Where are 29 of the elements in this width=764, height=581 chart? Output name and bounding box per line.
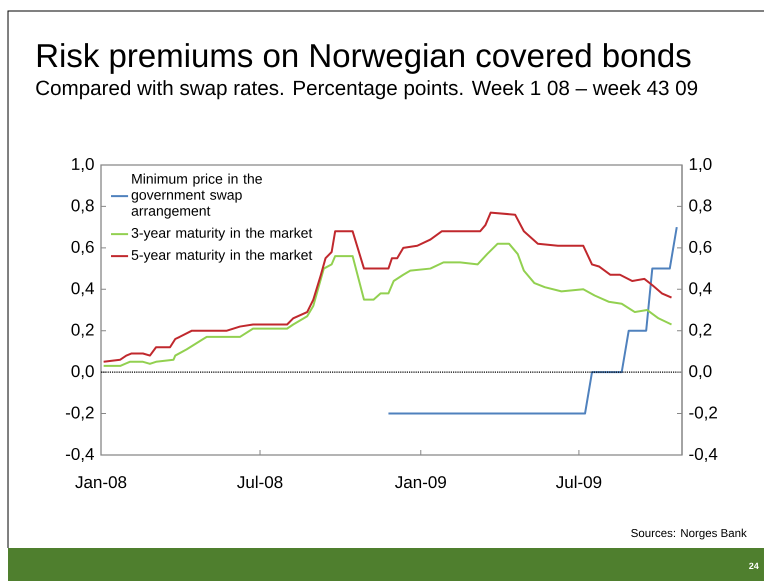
y-tick-label: -0,2 [66, 406, 94, 421]
line-series [102, 242, 673, 367]
y2-tick-label: -0,2 [689, 406, 717, 421]
y2-tick-label: 0,6 [689, 240, 712, 255]
y-tick-label: -0,4 [66, 448, 94, 462]
y2-tick-label: 0,0 [689, 365, 712, 380]
y2-tick-label: 1,0 [690, 158, 712, 172]
source-note: Sources: Norges Bank [631, 528, 747, 540]
text: 24 [749, 562, 759, 569]
chart-title: Risk premiums on Norwegian covered bonds [38, 43, 690, 74]
legend-label: 3-year maturity in the market [132, 228, 312, 241]
y-tick-label: 0,2 [72, 324, 94, 338]
y2-tick-label: 0,4 [689, 282, 712, 296]
legend-label: Minimum price in the government swap arrangement [132, 174, 262, 219]
chart-subtitle: Compared with swap rates. Percentage points. Week 1 08 – week 43 09 [36, 80, 698, 100]
y-tick-label: 0,6 [72, 240, 94, 255]
x-tick-label: Jan-09 [395, 476, 446, 488]
x-tick-label: Jul-08 [237, 476, 282, 488]
y2-tick-label: 0,8 [689, 199, 712, 214]
y2-tick-label: -0,4 [689, 448, 718, 462]
legend-label: 5-year maturity in the market [132, 250, 312, 263]
y-tick-label: 1,0 [72, 158, 94, 172]
y-tick-label: 0,0 [72, 365, 94, 380]
y2-tick-label: 0,2 [689, 324, 712, 338]
x-tick-label: Jan-08 [75, 476, 126, 488]
y-tick-label: 0,4 [72, 282, 94, 296]
y-tick-label: 0,8 [72, 199, 94, 214]
x-tick-label: Jul-09 [556, 476, 602, 488]
line-series [387, 226, 678, 415]
